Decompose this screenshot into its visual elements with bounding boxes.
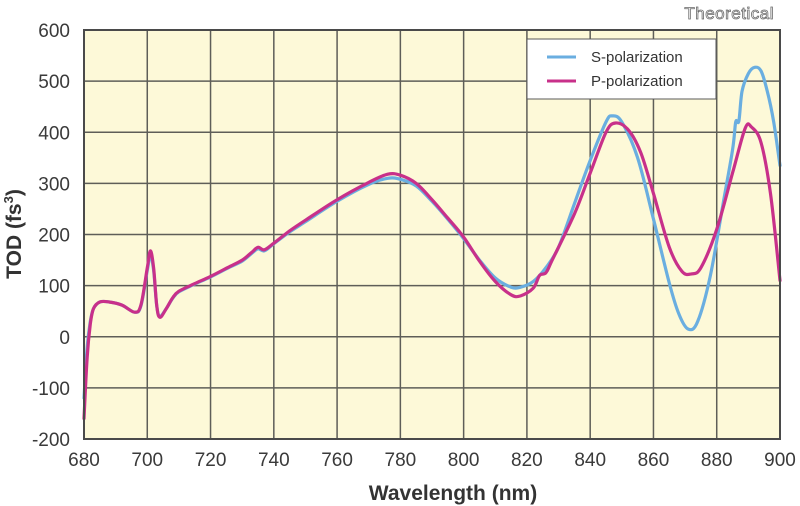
x-tick-label: 880 (701, 450, 733, 471)
legend-box (526, 38, 717, 100)
y-tick-label: -100 (32, 379, 70, 400)
x-tick-label: 860 (638, 450, 670, 471)
legend: S-polarization P-polarization (526, 38, 717, 100)
y-tick-label: -200 (32, 430, 70, 451)
y-axis-title-end: ) (3, 189, 26, 196)
y-axis-title-main: TOD (fs (3, 203, 26, 278)
x-axis-title: Wavelength (nm) (369, 482, 537, 505)
y-tick-label: 500 (38, 72, 70, 93)
x-tick-label: 780 (385, 450, 417, 471)
x-tick-label: 840 (574, 450, 606, 471)
y-tick-label: 0 (59, 328, 70, 349)
x-tick-label: 760 (321, 450, 353, 471)
y-tick-label: 400 (38, 123, 70, 144)
x-tick-label: 740 (258, 450, 290, 471)
y-tick-label: 100 (38, 277, 70, 298)
plot-frame (83, 29, 781, 440)
y-axis-title: TOD (fs3) (1, 189, 26, 279)
x-tick-label: 900 (764, 450, 796, 471)
y-tick-label: 300 (38, 174, 70, 195)
y-tick-labels: 600 500 400 300 200 100 0 -100 -200 (32, 21, 70, 451)
data-series (82, 65, 782, 421)
series-line-p-polarization (82, 121, 782, 421)
legend-label-s-polarization: S-polarization (591, 49, 683, 66)
x-tick-labels: 680 700 720 740 760 780 800 820 840 860 880 900 (68, 450, 796, 471)
theoretical-annotation: Theoretical (684, 4, 774, 23)
y-tick-label: 600 (38, 21, 70, 42)
x-tick-label: 700 (131, 450, 163, 471)
x-tick-label: 680 (68, 450, 100, 471)
x-tick-label: 720 (195, 450, 227, 471)
x-tick-label: 800 (448, 450, 480, 471)
y-axis-title-superscript: 3 (1, 196, 16, 203)
x-tick-label: 820 (511, 450, 543, 471)
legend-label-p-polarization: P-polarization (591, 73, 683, 90)
y-tick-label: 200 (38, 226, 70, 247)
